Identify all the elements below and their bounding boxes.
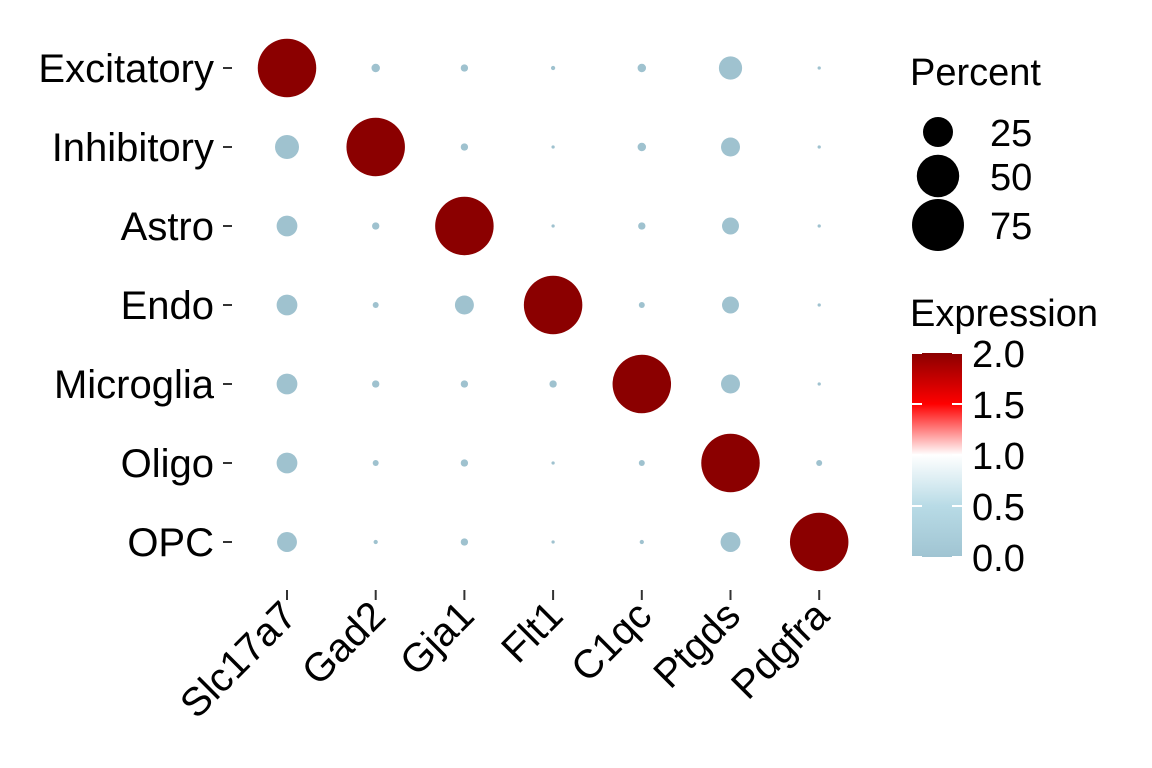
dot bbox=[701, 433, 760, 493]
color-legend-label: 2.0 bbox=[972, 334, 1025, 376]
dot bbox=[637, 142, 647, 152]
dot bbox=[460, 380, 469, 388]
dot bbox=[435, 196, 494, 256]
dot bbox=[460, 459, 469, 467]
y-tick-label: Microglia bbox=[54, 363, 215, 407]
dot bbox=[551, 461, 555, 465]
dot bbox=[722, 296, 739, 314]
dot bbox=[817, 382, 821, 386]
y-tick-label: Excitatory bbox=[38, 47, 214, 91]
size-legend-title: Percent bbox=[910, 52, 1041, 94]
dot bbox=[722, 217, 739, 235]
dot bbox=[276, 215, 298, 237]
y-tick-label: Endo bbox=[121, 284, 214, 328]
dot bbox=[371, 63, 380, 73]
y-tick-label: Inhibitory bbox=[52, 126, 214, 170]
color-legend-label: 0.5 bbox=[972, 487, 1025, 529]
x-tick-label: C1qc bbox=[563, 593, 660, 690]
dot bbox=[276, 294, 298, 316]
size-legend-label: 50 bbox=[990, 157, 1032, 199]
size-legend-dot bbox=[916, 154, 960, 198]
dot bbox=[551, 145, 555, 149]
color-legend-label: 1.0 bbox=[972, 436, 1025, 478]
dot bbox=[639, 539, 644, 545]
dot bbox=[551, 224, 555, 228]
dot bbox=[372, 222, 380, 230]
dot bbox=[277, 532, 297, 552]
color-legend: Expression 2.0 1.5 1.0 0.5 0.0 bbox=[910, 293, 1098, 580]
dot bbox=[551, 540, 555, 544]
color-legend-label: 0.0 bbox=[972, 538, 1025, 580]
dot bbox=[721, 137, 740, 157]
dot bbox=[721, 374, 740, 394]
dot bbox=[460, 64, 469, 72]
x-tick-label: Flt1 bbox=[493, 593, 571, 671]
dot bbox=[817, 145, 821, 149]
dot bbox=[637, 63, 647, 73]
dot bbox=[789, 512, 849, 572]
x-tick-label: Gad2 bbox=[294, 593, 394, 693]
dot bbox=[718, 56, 743, 80]
dot bbox=[454, 295, 474, 315]
dot bbox=[373, 539, 378, 545]
dot bbox=[275, 135, 299, 159]
y-tick-label: Astro bbox=[121, 205, 214, 249]
dot bbox=[549, 380, 557, 388]
dot bbox=[346, 117, 405, 177]
y-tick-label: OPC bbox=[127, 521, 214, 565]
dot bbox=[523, 275, 583, 335]
dot bbox=[460, 538, 469, 546]
dot bbox=[817, 66, 821, 70]
dots-layer bbox=[257, 38, 849, 572]
color-legend-title: Expression bbox=[910, 293, 1098, 335]
x-tick-label: Slc17a7 bbox=[172, 593, 305, 726]
dot bbox=[817, 303, 821, 307]
dot bbox=[638, 222, 646, 230]
y-tick-label: Oligo bbox=[121, 442, 214, 486]
size-legend-label: 25 bbox=[990, 113, 1032, 155]
dot bbox=[550, 65, 556, 71]
size-legend-label: 75 bbox=[990, 206, 1032, 248]
dot bbox=[372, 302, 379, 308]
x-tick-label: Gja1 bbox=[392, 593, 483, 684]
dot bbox=[372, 380, 380, 388]
dot bbox=[638, 460, 645, 466]
dot bbox=[460, 143, 469, 151]
dot bbox=[720, 532, 741, 552]
y-axis: Excitatory Inhibitory Astro Endo Microglia Ol… bbox=[38, 47, 232, 565]
dot bbox=[638, 302, 645, 308]
x-tick-label: Pdgfra bbox=[723, 593, 838, 708]
dot bbox=[612, 354, 672, 414]
dot bbox=[276, 452, 298, 474]
size-legend-dot bbox=[923, 117, 953, 147]
color-legend-label: 1.5 bbox=[972, 385, 1025, 427]
dot bbox=[257, 38, 317, 98]
dot bbox=[372, 460, 379, 466]
size-legend-dot bbox=[912, 199, 964, 251]
dot bbox=[816, 460, 823, 466]
dot bbox=[276, 373, 298, 395]
dot bbox=[817, 224, 821, 228]
